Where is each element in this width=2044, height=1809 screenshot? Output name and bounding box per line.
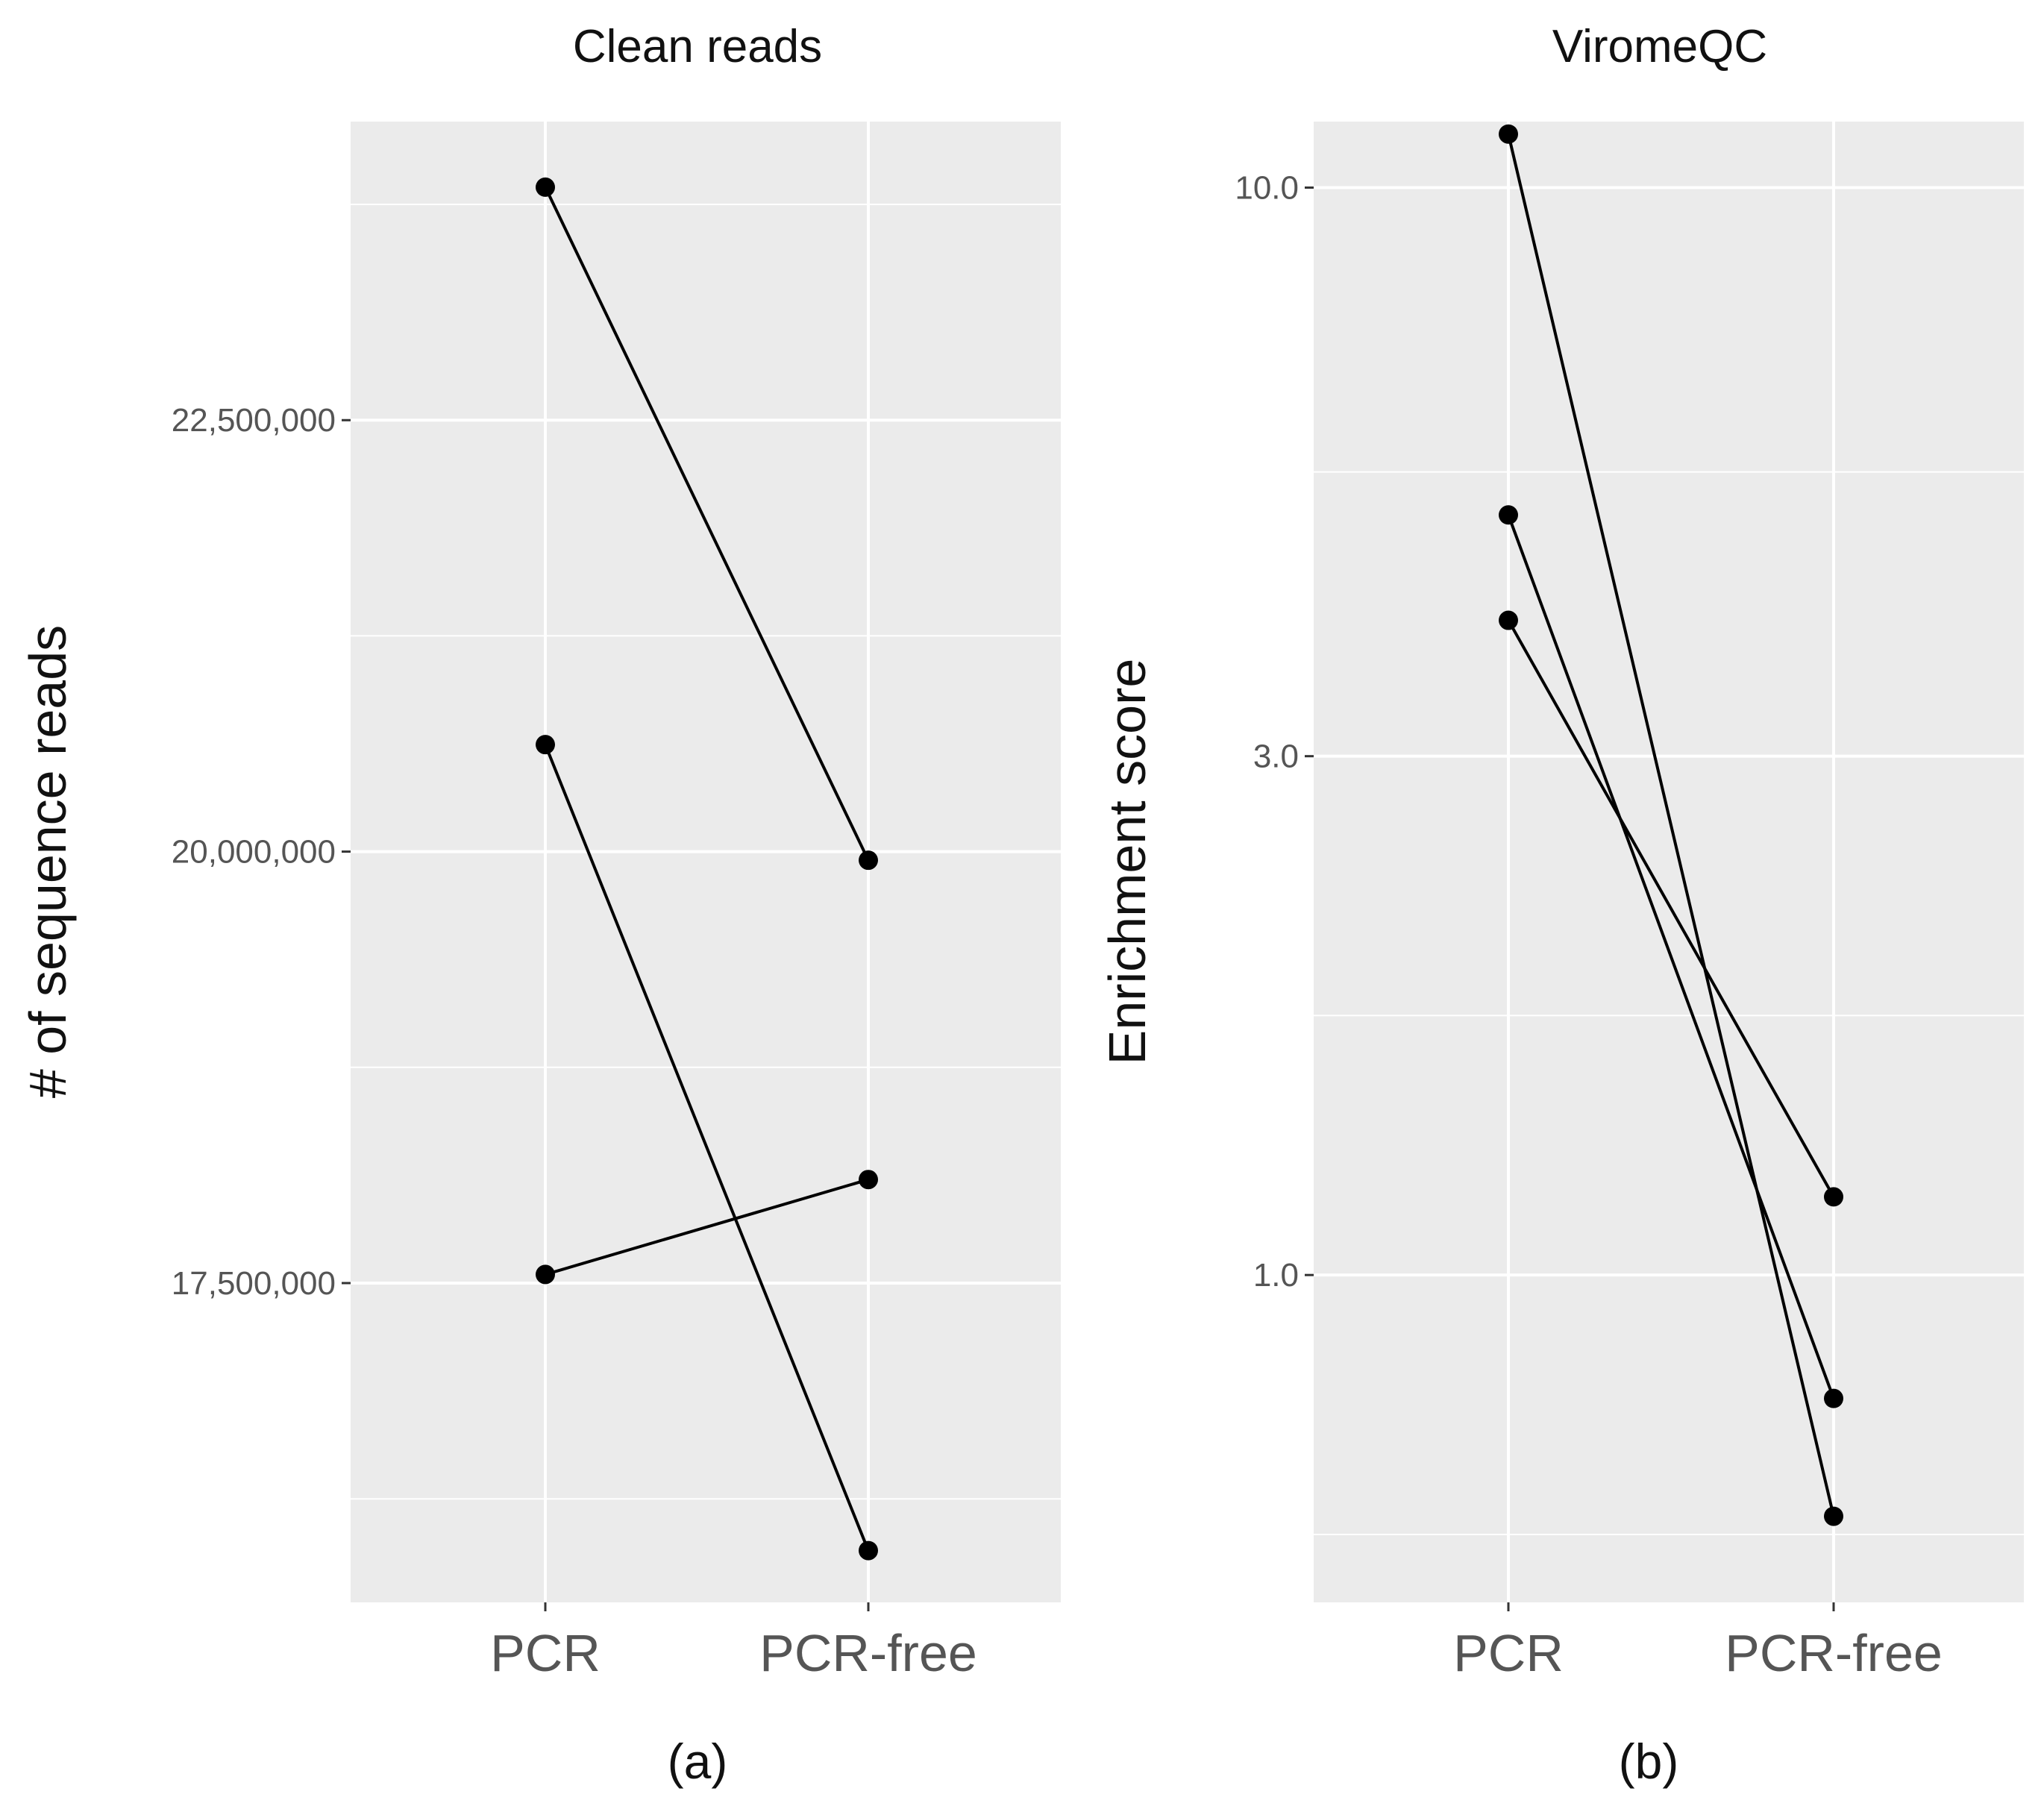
panel-a-y-axis: 17,500,000 20,000,000 22,500,000 — [172, 402, 351, 1302]
data-point — [1499, 505, 1518, 525]
series-line — [1507, 619, 1835, 1198]
panel-b-series — [1499, 124, 1843, 1526]
series-line — [544, 744, 870, 1552]
series-line — [1507, 514, 1835, 1399]
panel-a-plot-area — [351, 122, 1061, 1602]
panel-a-clean-reads: Clean reads 17,500,000 20,000,000 22,500,0… — [19, 21, 1061, 1789]
data-point — [1499, 610, 1518, 630]
data-point — [859, 1540, 878, 1561]
panel-b-y-axis-title: Enrichment score — [1098, 659, 1156, 1065]
y-tick-label: 17,500,000 — [172, 1265, 336, 1302]
data-point — [1824, 1506, 1843, 1526]
data-point — [1824, 1187, 1843, 1207]
x-tick-label: PCR — [1453, 1624, 1564, 1682]
x-tick-label: PCR-free — [759, 1624, 977, 1682]
panel-b-minor-gridlines — [1314, 471, 2024, 1535]
series-line — [545, 1178, 869, 1276]
data-point — [1499, 124, 1518, 144]
x-tick-label: PCR — [490, 1624, 601, 1682]
panel-b-x-axis: PCR PCR-free — [1453, 1602, 1943, 1682]
panel-a-caption: (a) — [668, 1734, 728, 1789]
x-tick-label: PCR-free — [1725, 1624, 1943, 1682]
data-point — [536, 735, 555, 755]
panel-b-viromeqc: ViromeQC 1.0 3.0 10.0 PCR PCR-free Enrichme… — [1098, 21, 2024, 1789]
series-line — [544, 186, 870, 862]
data-point — [859, 1170, 878, 1190]
panel-a-y-axis-title: # of sequence reads — [19, 625, 77, 1098]
panel-b-caption: (b) — [1619, 1734, 1679, 1789]
y-tick-label: 10.0 — [1235, 169, 1299, 206]
y-tick-label: 22,500,000 — [172, 402, 336, 439]
panel-b-plot-area — [1314, 122, 2024, 1602]
data-point — [1824, 1388, 1843, 1408]
data-point — [859, 850, 878, 871]
data-point — [536, 1264, 555, 1285]
panel-b-title: ViromeQC — [1552, 21, 1767, 72]
panel-a-x-axis: PCR PCR-free — [490, 1602, 977, 1682]
panel-b-major-gridlines — [1314, 122, 2024, 1602]
panel-a-title: Clean reads — [573, 21, 822, 72]
panel-a-minor-gridlines — [351, 204, 1061, 1500]
series-line — [1507, 134, 1835, 1517]
panel-b-y-axis: 1.0 3.0 10.0 — [1235, 169, 1314, 1294]
y-tick-label: 3.0 — [1253, 739, 1299, 775]
panel-a-series — [536, 177, 878, 1561]
y-tick-label: 20,000,000 — [172, 834, 336, 871]
data-point — [536, 177, 555, 197]
y-tick-label: 1.0 — [1253, 1257, 1299, 1294]
